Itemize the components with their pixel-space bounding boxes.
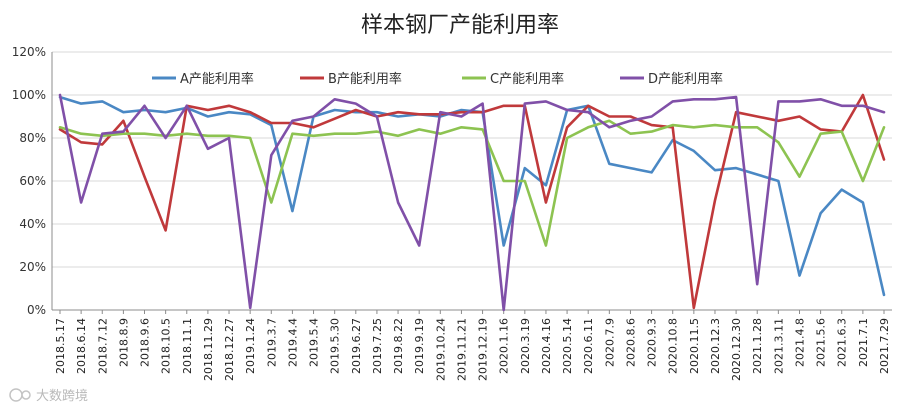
legend: A产能利用率 B产能利用率 C产能利用率 D产能利用率 xyxy=(152,71,723,87)
gridlines xyxy=(52,51,892,311)
legend-label-3: C产能利用率 xyxy=(490,71,564,87)
watermark-icon xyxy=(9,388,23,402)
x-tick-label: 2020.8.6 xyxy=(624,318,637,367)
x-tick-label: 2019.7.25 xyxy=(371,318,384,374)
x-tick-label: 2019.5.4 xyxy=(308,318,321,367)
x-tick-label: 2018.5.17 xyxy=(54,318,67,374)
x-tick-label: 2021.7.29 xyxy=(878,318,891,374)
watermark: 大数跨境 xyxy=(9,388,88,404)
chart-title: 样本钢厂产能利用率 xyxy=(361,13,559,38)
x-tick-label: 2021.6.3 xyxy=(836,318,849,367)
x-axis: 2018.5.17 2018.6.14 2018.7.12 2018.8.9 2018.… xyxy=(52,309,892,381)
x-tick-label: 2019.1.24 xyxy=(244,318,257,374)
series-line-4 xyxy=(58,93,886,312)
x-tick-label: 2020.7.9 xyxy=(603,318,616,367)
x-tick-label: 2020.3.19 xyxy=(519,318,532,374)
x-tick-label: 2019.8.22 xyxy=(392,318,405,374)
x-tick-label: 2021.1.28 xyxy=(751,318,764,374)
x-tick-label: 2020.9.3 xyxy=(646,318,659,367)
x-tick-label: 2019.10.24 xyxy=(434,318,447,381)
x-tick-label: 2018.12.27 xyxy=(223,318,236,381)
legend-label-2: B产能利用率 xyxy=(328,71,402,87)
x-tick-label: 2020.4.16 xyxy=(540,318,553,374)
x-tick-label: 2020.12.30 xyxy=(730,318,743,381)
x-tick-label: 2019.9.19 xyxy=(413,318,426,374)
y-tick-label: 20% xyxy=(19,260,46,274)
x-tick-label: 2018.6.14 xyxy=(75,318,88,374)
x-tick-label: 2019.5.30 xyxy=(329,318,342,374)
x-tick-label: 2021.3.11 xyxy=(772,318,785,374)
x-tick-label: 2021.4.8 xyxy=(793,318,806,367)
y-axis: 0% 20% 40% 60% 80% 100% 120% xyxy=(12,45,53,317)
x-tick-label: 2019.6.27 xyxy=(350,318,363,374)
watermark-icon-dot xyxy=(21,390,31,400)
series-lines xyxy=(58,93,886,312)
y-tick-label: 0% xyxy=(27,303,46,317)
y-tick-label: 80% xyxy=(19,131,46,145)
x-tick-label: 2020.6.11 xyxy=(582,318,595,374)
series-line-3 xyxy=(58,119,886,247)
y-tick-label: 100% xyxy=(12,88,46,102)
y-tick-label: 60% xyxy=(19,174,46,188)
x-tick-label: 2020.11.5 xyxy=(688,318,701,374)
x-tick-label: 2018.8.9 xyxy=(117,318,130,367)
watermark-text: 大数跨境 xyxy=(36,389,88,404)
x-tick-label: 2021.5.6 xyxy=(815,318,828,367)
x-tick-label: 2018.11.29 xyxy=(202,318,215,381)
y-tick-label: 120% xyxy=(12,45,46,59)
legend-label-1: A产能利用率 xyxy=(180,71,254,87)
x-tick-label: 2018.10.5 xyxy=(160,318,173,374)
x-tick-label: 2018.7.12 xyxy=(96,318,109,374)
series-line-2 xyxy=(58,93,886,310)
x-tick-label: 2020.5.14 xyxy=(561,318,574,374)
x-tick-label: 2019.11.21 xyxy=(455,318,468,381)
x-tick-label: 2019.12.19 xyxy=(477,318,490,381)
legend-label-4: D产能利用率 xyxy=(648,71,723,87)
x-tick-label: 2018.11.1 xyxy=(181,318,194,374)
x-tick-label: 2021.7.1 xyxy=(857,318,870,367)
y-tick-label: 40% xyxy=(19,217,46,231)
x-tick-label: 2020.1.16 xyxy=(498,318,511,374)
x-tick-label: 2020.12.3 xyxy=(709,318,722,374)
x-tick-label: 2020.10.8 xyxy=(667,318,680,374)
x-tick-label: 2019.4.4 xyxy=(286,318,299,367)
x-tick-label: 2019.3.7 xyxy=(265,318,278,367)
x-tick-label: 2018.9.6 xyxy=(139,318,152,367)
